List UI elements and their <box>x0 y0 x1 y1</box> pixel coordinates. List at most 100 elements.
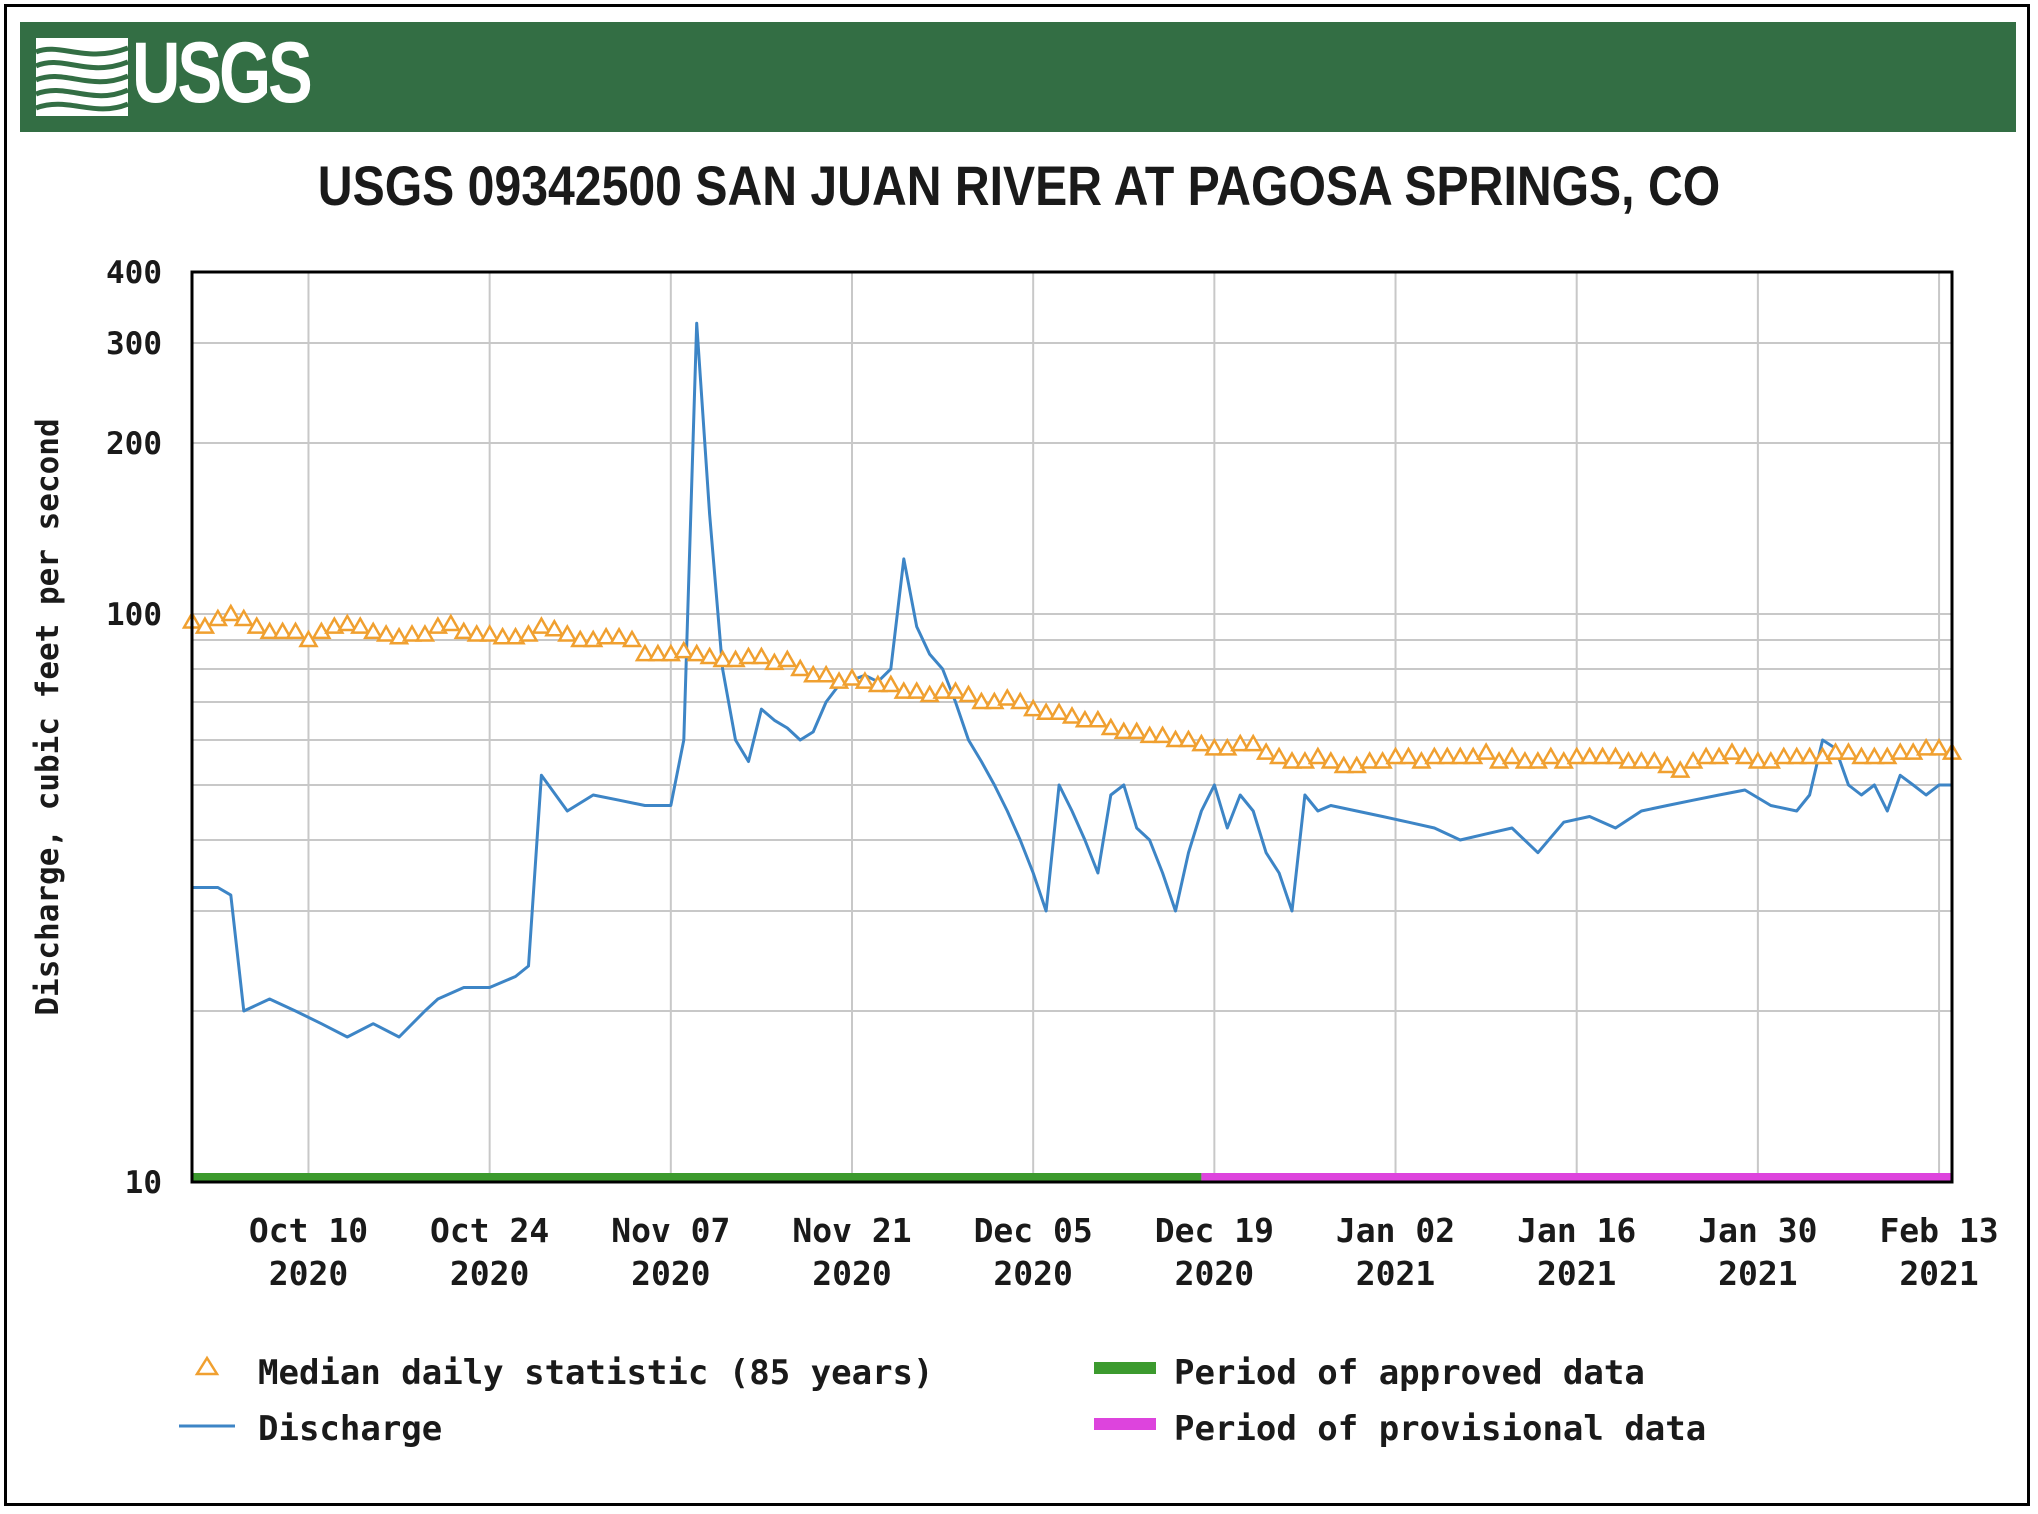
median-point <box>453 621 474 640</box>
median-point <box>906 681 927 699</box>
legend: Median daily statistic (85 years) Period … <box>179 1353 1706 1449</box>
median-point <box>272 621 293 640</box>
median-point <box>1450 746 1471 765</box>
median-point <box>1061 705 1083 724</box>
median-point <box>1100 717 1121 736</box>
median-point <box>233 608 254 627</box>
median-point <box>1721 742 1743 760</box>
median-point <box>595 626 617 645</box>
median-point <box>259 621 280 640</box>
legend-bar-icon <box>1094 1418 1156 1430</box>
median-point <box>1087 709 1109 728</box>
median-point <box>440 613 461 632</box>
median-point <box>854 671 876 689</box>
legend-bar-icon <box>1094 1362 1156 1374</box>
median-point <box>1230 733 1251 752</box>
median-point <box>686 643 707 662</box>
legend-triangle-icon <box>194 1355 220 1376</box>
median-point <box>531 616 552 634</box>
legend-item: Median daily statistic (85 years) <box>194 1353 934 1393</box>
median-point <box>1799 746 1820 765</box>
median-point <box>1023 698 1044 717</box>
median-point <box>337 613 358 632</box>
legend-label: Median daily statistic (85 years) <box>258 1353 934 1393</box>
median-point <box>375 624 397 642</box>
usgs-banner: USGS <box>20 22 2016 132</box>
median-point <box>466 624 487 642</box>
x-tick-year-label: 2021 <box>1718 1254 1797 1293</box>
legend-label: Period of provisional data <box>1174 1409 1706 1449</box>
x-tick-year-label: 2021 <box>1537 1254 1616 1293</box>
x-tick-label: Oct 24 <box>430 1211 549 1250</box>
x-tick-label: Jan 16 <box>1517 1211 1636 1250</box>
median-point <box>1915 737 1937 756</box>
chart-title: USGS 09342500 SAN JUAN RIVER AT PAGOSA S… <box>317 154 1721 217</box>
legend-item: Discharge <box>179 1409 442 1449</box>
x-tick-label: Jan 02 <box>1336 1211 1455 1250</box>
median-point <box>1825 742 1846 760</box>
median-point <box>1657 755 1678 774</box>
usgs-wave-logo-icon <box>36 38 128 116</box>
usgs-logo-text: USGS <box>132 25 313 121</box>
median-point <box>401 624 423 642</box>
median-point <box>1035 702 1057 721</box>
median-point <box>1320 750 1341 769</box>
y-tick-label: 10 <box>125 1165 162 1201</box>
median-point <box>1851 746 1872 765</box>
median-point <box>1644 750 1665 769</box>
median-point <box>479 624 500 642</box>
median-point <box>1359 750 1380 769</box>
median-point <box>324 616 345 634</box>
median-point <box>1566 746 1587 765</box>
median-point <box>1592 746 1613 765</box>
median-point <box>1928 737 1950 756</box>
x-tick-year-label: 2020 <box>269 1254 348 1293</box>
median-point <box>1514 750 1536 769</box>
median-point <box>815 664 837 683</box>
median-point <box>712 649 733 668</box>
x-tick-year-label: 2021 <box>1899 1254 1978 1293</box>
median-point <box>1165 729 1186 748</box>
y-tick-label: 300 <box>106 326 162 362</box>
x-tick-year-label: 2020 <box>450 1254 529 1293</box>
median-point <box>1864 746 1885 765</box>
y-tick-label: 100 <box>106 597 162 633</box>
median-point <box>1670 760 1691 778</box>
median-point <box>1618 750 1639 769</box>
x-tick-year-label: 2020 <box>812 1254 891 1293</box>
x-tick-year-label: 2020 <box>631 1254 710 1293</box>
median-point <box>1048 702 1070 721</box>
median-point <box>893 681 914 699</box>
y-axis-label: Discharge, cubic feet per second <box>30 418 66 1015</box>
median-point <box>634 643 656 662</box>
median-point <box>1424 746 1445 765</box>
x-tick-year-label: 2020 <box>993 1254 1072 1293</box>
legend-label: Period of approved data <box>1174 1353 1645 1393</box>
median-point <box>880 674 901 693</box>
median-point <box>1540 746 1561 765</box>
median-point <box>1255 742 1277 760</box>
median-point <box>1734 746 1756 765</box>
y-tick-label: 200 <box>106 426 162 462</box>
x-tick-label: Jan 30 <box>1698 1211 1817 1250</box>
median-point <box>1152 725 1173 744</box>
legend-item: Period of approved data <box>1094 1353 1645 1393</box>
median-point <box>841 667 863 686</box>
median-point <box>557 624 578 642</box>
median-point <box>673 640 694 659</box>
median-point <box>246 616 267 634</box>
median-point <box>1579 746 1600 765</box>
median-point <box>997 687 1018 706</box>
median-point <box>1501 746 1523 765</box>
median-point <box>1268 746 1290 765</box>
median-point <box>1838 742 1859 760</box>
median-point <box>608 626 630 645</box>
median-point <box>1398 746 1419 765</box>
median-point <box>1243 733 1264 752</box>
median-point <box>647 643 669 662</box>
median-point <box>1385 746 1406 765</box>
median-point <box>738 646 759 665</box>
median-point <box>1010 691 1031 710</box>
median-point <box>867 674 889 693</box>
